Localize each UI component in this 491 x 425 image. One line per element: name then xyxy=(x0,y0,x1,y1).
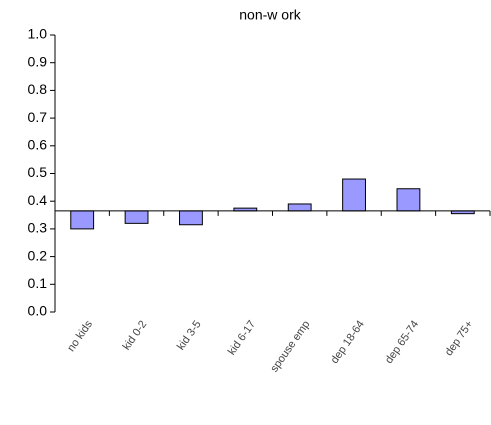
y-tick-label: 0.7 xyxy=(28,109,48,125)
x-tick-label: dep 65-74 xyxy=(383,319,421,366)
x-tick-label: dep 75+ xyxy=(443,319,476,359)
chart-title: non-w ork xyxy=(239,7,301,23)
x-tick-label: dep 18-64 xyxy=(329,319,367,366)
y-tick-label: 0.8 xyxy=(28,81,48,97)
x-tick-label: kid 6-17 xyxy=(226,319,258,358)
x-tick-label: kid 0-2 xyxy=(121,319,150,353)
y-tick-label: 0.6 xyxy=(28,137,48,153)
bar xyxy=(179,210,203,226)
bar xyxy=(342,178,366,212)
y-tick-label: 0.9 xyxy=(28,53,48,69)
y-tick-label: 0.0 xyxy=(28,303,48,319)
y-tick-label: 1.0 xyxy=(28,26,48,42)
x-tick-label: spouse emp xyxy=(268,319,312,375)
y-tick-label: 0.5 xyxy=(28,164,48,180)
y-tick-label: 0.3 xyxy=(28,220,48,236)
x-tick-label: no kids xyxy=(65,318,95,354)
bar xyxy=(396,188,421,212)
bar xyxy=(70,210,95,230)
bar xyxy=(124,210,149,224)
x-tick-label: kid 3-5 xyxy=(175,319,204,353)
y-tick-label: 0.1 xyxy=(28,275,48,291)
bar xyxy=(287,203,312,212)
y-tick-label: 0.2 xyxy=(28,247,48,263)
y-tick-label: 0.4 xyxy=(28,192,48,208)
